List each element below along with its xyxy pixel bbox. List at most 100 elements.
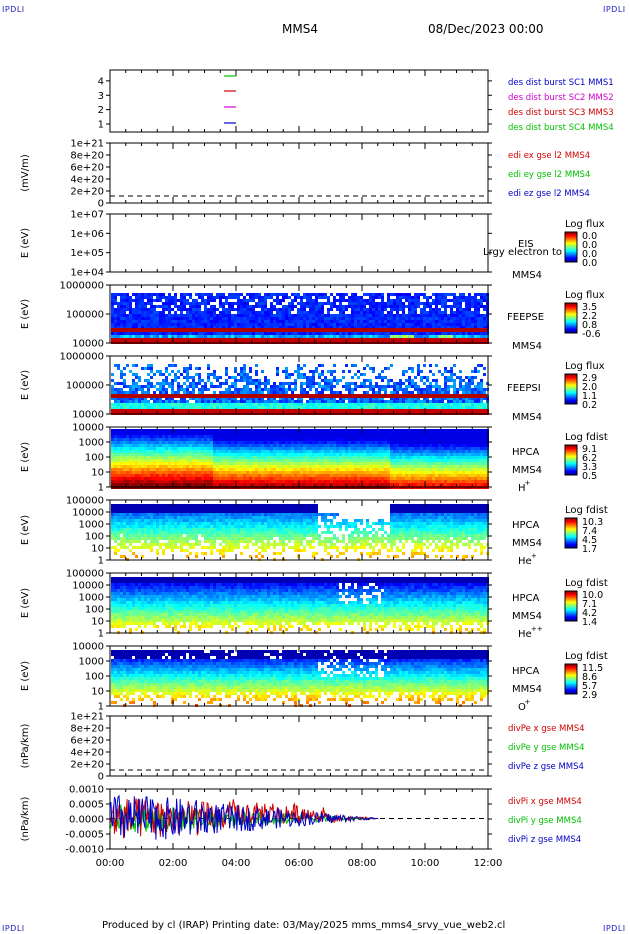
spacecraft-label: MMS4	[512, 270, 542, 281]
y-tick-label: 2	[98, 105, 104, 116]
y-tick-label: 1e+05	[70, 248, 104, 259]
y-axis-label: (mV/m)	[20, 154, 31, 192]
colorbar-tick: 7.4	[582, 526, 597, 537]
colorbar-tick: 0.2	[582, 400, 597, 411]
spacecraft-label: MMS4	[512, 465, 542, 476]
time-tick-label: 10:00	[411, 858, 440, 869]
burst-markers	[224, 75, 236, 124]
y-tick-label: 100	[85, 605, 104, 616]
panel-6: E (eV) 1 10 100 1000 10000 HPCA MMS4 H+ Log fdist…	[20, 423, 608, 495]
colorbar-tick: 10.3	[582, 517, 603, 528]
species-label: H	[518, 483, 526, 494]
species-label: He	[518, 556, 532, 567]
y-tick-label: 1e+06	[70, 229, 104, 240]
species-charge: ++	[531, 625, 543, 633]
y-tick-label: 1000	[79, 657, 104, 668]
legend-entry: des dist burst SC4 MMS4	[508, 123, 614, 133]
colorbar-tick: 2.9	[582, 373, 597, 384]
y-tick-label: 0	[98, 772, 104, 783]
y-tick-label: 100000	[66, 381, 104, 392]
colorbar-title: Log fdist	[565, 432, 608, 443]
y-tick-label: 0	[98, 199, 104, 210]
colorbar-tick: 4.5	[582, 535, 597, 546]
divpi-traces	[109, 794, 488, 840]
y-tick-label: 4e+20	[70, 175, 104, 186]
colorbar-title: Log fdist	[565, 578, 608, 589]
colorbar-tick: 4.2	[582, 608, 597, 619]
y-tick-label: 100	[85, 532, 104, 543]
y-tick-label: -0.0010	[65, 845, 104, 856]
corner-label-tr: IPDLI	[603, 5, 626, 14]
y-tick-label: 1	[98, 483, 104, 494]
header-datetime: 08/Dec/2023 00:00	[428, 22, 544, 36]
y-tick-label: 1e+07	[70, 210, 104, 221]
legend-entry: divPi x gse MMS4	[508, 797, 582, 807]
y-axis-label: E (eV)	[20, 588, 31, 618]
y-tick-label: 6e+20	[70, 163, 104, 174]
colorbar-title: Log flux	[565, 361, 605, 372]
y-tick-label: 1e+04	[70, 268, 104, 279]
instrument-label: FEEPSE	[507, 312, 544, 323]
y-tick-label: 4	[98, 76, 104, 87]
colorbar	[564, 231, 578, 263]
y-tick-label: 1000	[79, 520, 104, 531]
species-label: He	[518, 629, 532, 640]
species-charge: +	[531, 552, 537, 560]
colorbar-tick: 0.0	[582, 231, 597, 242]
legend-entry: divPe z gse MMS4	[508, 762, 584, 772]
time-tick-label: 06:00	[285, 858, 314, 869]
colorbar-tick: 11.5	[582, 663, 603, 674]
y-tick-label: 100	[85, 672, 104, 683]
colorbar-tick: 0.0	[582, 258, 597, 269]
corner-label-tl: IPDLI	[2, 5, 25, 14]
y-tick-label: -0.0005	[65, 830, 104, 841]
low-energy-band	[111, 394, 487, 398]
instrument-label-2: Lrgy electron to	[483, 247, 562, 258]
legend-entry: des dist burst SC2 MMS2	[508, 93, 614, 103]
colorbar-tick: 8.6	[582, 672, 597, 683]
y-tick-label: 1	[98, 629, 104, 640]
instrument-label: FEEPSI	[507, 383, 541, 394]
y-tick-label: 10000	[72, 508, 104, 519]
y-tick-label: 10	[91, 544, 104, 555]
colorbar	[564, 373, 578, 405]
legend-entry: divPi z gse MMS4	[508, 835, 581, 845]
y-tick-label: 10000	[72, 410, 104, 421]
spacecraft-label: MMS4	[512, 341, 542, 352]
divpi-series	[109, 794, 379, 840]
legend-entry: edi ey gse l2 MMS4	[508, 170, 590, 180]
colorbar-tick: 2.2	[582, 311, 597, 322]
time-tick-label: 08:00	[348, 858, 377, 869]
y-tick-label: 2e+20	[70, 187, 104, 198]
spacecraft-label: MMS4	[512, 538, 542, 549]
panel-9: E (eV) 1 10 100 1000 10000 HPCA MMS4 O+ Log fdist…	[20, 642, 608, 714]
instrument-label: HPCA	[512, 520, 540, 531]
spacecraft-label: MMS4	[512, 611, 542, 622]
colorbar-tick: 3.3	[582, 462, 597, 473]
time-tick-label: 04:00	[222, 858, 251, 869]
panel-5: E (eV) 10000 100000 1000000 FEEPSI MMS4 Log fl…	[20, 352, 605, 424]
low-energy-band	[111, 328, 487, 332]
y-axis-label: E (eV)	[20, 515, 31, 545]
y-axis-label: (nPa/km)	[20, 797, 31, 842]
y-tick-label: 0.0005	[69, 800, 104, 811]
corner-label-br: IPDLI	[603, 924, 626, 933]
y-tick-label: 1e+21	[70, 712, 104, 723]
y-tick-label: 1	[98, 702, 104, 713]
legend-entry: divPi y gse MMS4	[508, 816, 582, 826]
header-spacecraft: MMS4	[282, 22, 318, 36]
y-tick-label: 6e+20	[70, 736, 104, 747]
y-axis-label: (nPa/km)	[20, 724, 31, 769]
corner-label-bl: IPDLI	[2, 924, 25, 933]
colorbar-tick: 2.9	[582, 690, 597, 701]
colorbar	[564, 517, 578, 549]
colorbar	[564, 590, 578, 622]
y-axis-label: E (eV)	[20, 442, 31, 472]
species-label: O	[518, 702, 526, 713]
y-tick-label: 10	[91, 617, 104, 628]
colorbar-tick: 6.2	[582, 453, 597, 464]
y-tick-label: 1	[98, 120, 104, 131]
colorbar-tick: 3.5	[582, 302, 597, 313]
